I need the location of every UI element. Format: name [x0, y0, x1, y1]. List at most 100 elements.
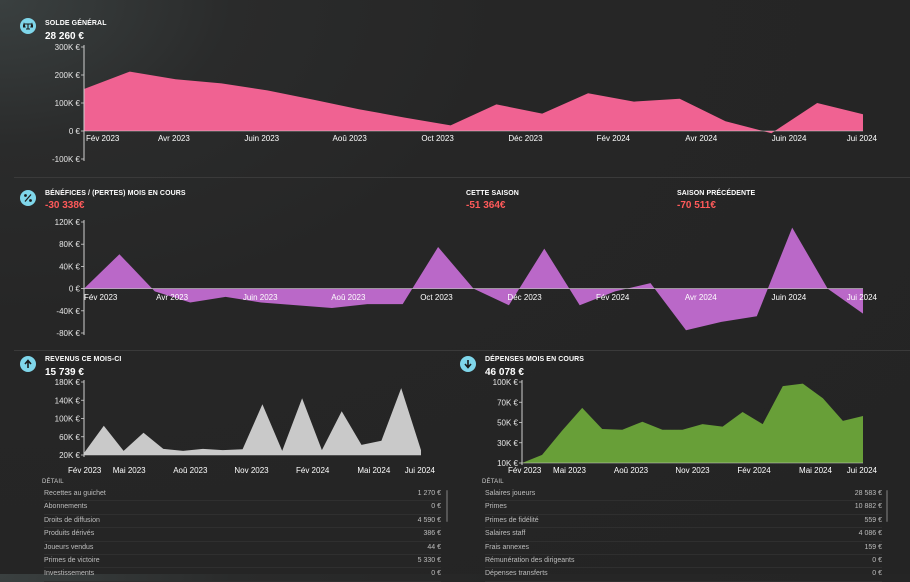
detail-label: Salaires joueurs: [485, 490, 535, 497]
divider: [14, 350, 910, 351]
y-tick-label: -80K €: [56, 329, 80, 338]
detail-row: Frais annexes 159 €: [485, 542, 882, 555]
detail-label: Primes: [485, 503, 507, 510]
x-tick-label: Oct 2023: [421, 134, 454, 143]
detail-label: Rémunération des dirigeants: [485, 557, 575, 564]
x-tick-label: Nov 2023: [675, 466, 710, 475]
y-tick-label: 30K €: [497, 439, 518, 448]
y-tick-label: 300K €: [55, 43, 81, 52]
x-tick-label: Juin 2023: [244, 134, 279, 143]
detail-row: Recettes au guichet 1 270 €: [44, 488, 441, 501]
expenses-detail-title: DÉTAIL: [482, 479, 504, 485]
x-tick-label: Mai 2023: [553, 466, 586, 475]
y-tick-label: 100K €: [493, 378, 519, 387]
y-tick-label: 100K €: [55, 99, 81, 108]
x-tick-label: Juin 2024: [772, 293, 807, 302]
x-tick-label: Juin 2023: [243, 293, 278, 302]
x-tick-label: Avr 2024: [685, 293, 717, 302]
detail-label: Abonnements: [44, 503, 87, 510]
detail-row: Salaires joueurs 28 583 €: [485, 488, 882, 501]
x-tick-label: Avr 2023: [156, 293, 188, 302]
x-tick-label: Juin 2024: [772, 134, 807, 143]
x-tick-label: Avr 2024: [685, 134, 717, 143]
x-tick-label: Fév 2023: [84, 293, 118, 302]
series-area: [522, 384, 863, 463]
x-tick-label: Déc 2023: [508, 134, 543, 143]
x-tick-label: Mai 2024: [357, 466, 390, 475]
profits-title: BÉNÉFICES / (PERTES) MOIS EN COURS: [45, 190, 186, 197]
detail-value: 10 882 €: [855, 503, 882, 510]
y-tick-label: -40K €: [56, 307, 80, 316]
profits-value: -30 338€: [45, 200, 84, 211]
divider: [14, 177, 910, 178]
x-tick-label: Jui 2024: [847, 293, 878, 302]
y-tick-label: 40K €: [59, 262, 80, 271]
season-value: -51 364€: [466, 200, 505, 211]
detail-value: 159 €: [864, 544, 882, 551]
series-area: [84, 388, 421, 455]
detail-label: Recettes au guichet: [44, 490, 106, 497]
detail-label: Primes de fidélité: [485, 517, 539, 524]
y-tick-label: 120K €: [55, 218, 81, 227]
x-tick-label: Jui 2024: [405, 466, 436, 475]
x-tick-label: Mai 2023: [113, 466, 146, 475]
y-tick-label: 80K €: [59, 240, 80, 249]
y-tick-label: 0 €: [69, 285, 81, 294]
detail-value: 1 270 €: [418, 490, 441, 497]
x-tick-label: Jui 2024: [847, 134, 878, 143]
season-title: CETTE SAISON: [466, 190, 519, 197]
y-tick-label: 180K €: [55, 378, 81, 387]
x-tick-label: Fév 2024: [596, 293, 630, 302]
detail-value: 28 583 €: [855, 490, 882, 497]
detail-label: Frais annexes: [485, 544, 529, 551]
percent-icon: [20, 190, 36, 206]
revenue-detail-scrollbar[interactable]: [446, 490, 448, 522]
detail-value: 5 330 €: [418, 557, 441, 564]
balance-scale-icon: [20, 18, 36, 34]
profits-chart: 120K € 80K € 40K € 0 € -40K € -80K € Fév 2023 A…: [0, 212, 910, 342]
x-tick-label: Aoû 2023: [331, 293, 366, 302]
detail-row: Abonnements 0 €: [44, 501, 441, 514]
detail-value: 4 086 €: [859, 530, 882, 537]
x-tick-label: Déc 2023: [507, 293, 542, 302]
detail-value: 386 €: [423, 530, 441, 537]
x-tick-label: Avr 2023: [158, 134, 190, 143]
y-tick-label: 60K €: [59, 433, 80, 442]
y-tick-label: 70K €: [497, 398, 518, 407]
detail-value: 0 €: [431, 503, 441, 510]
y-tick-label: 100K €: [55, 415, 81, 424]
x-tick-label: Jui 2024: [847, 466, 878, 475]
revenue-detail-list: Recettes au guichet 1 270 € Abonnements 0 €…: [44, 488, 441, 582]
balance-title: SOLDE GÉNÉRAL: [45, 20, 107, 27]
arrow-up-icon: [20, 356, 36, 372]
series-area: [84, 72, 863, 134]
x-tick-label: Oct 2023: [420, 293, 453, 302]
detail-value: 559 €: [864, 517, 882, 524]
detail-label: Droits de diffusion: [44, 517, 100, 524]
x-tick-label: Aoû 2023: [614, 466, 649, 475]
detail-value: 44 €: [427, 544, 441, 551]
x-tick-label: Mai 2024: [799, 466, 832, 475]
x-tick-label: Aoû 2023: [333, 134, 368, 143]
previous-season-value: -70 511€: [677, 200, 716, 211]
expenses-title: DÉPENSES MOIS EN COURS: [485, 356, 584, 363]
detail-row: Primes de fidélité 559 €: [485, 515, 882, 528]
x-tick-label: Nov 2023: [234, 466, 269, 475]
x-tick-label: Fév 2023: [68, 466, 102, 475]
y-tick-label: 20K €: [59, 451, 80, 460]
series-area: [84, 228, 863, 331]
x-tick-label: Fév 2023: [508, 466, 542, 475]
expenses-detail-scrollbar[interactable]: [886, 490, 888, 522]
x-tick-label: Fév 2024: [737, 466, 771, 475]
y-tick-label: -100K €: [52, 155, 81, 164]
x-tick-label: Fév 2024: [296, 466, 330, 475]
